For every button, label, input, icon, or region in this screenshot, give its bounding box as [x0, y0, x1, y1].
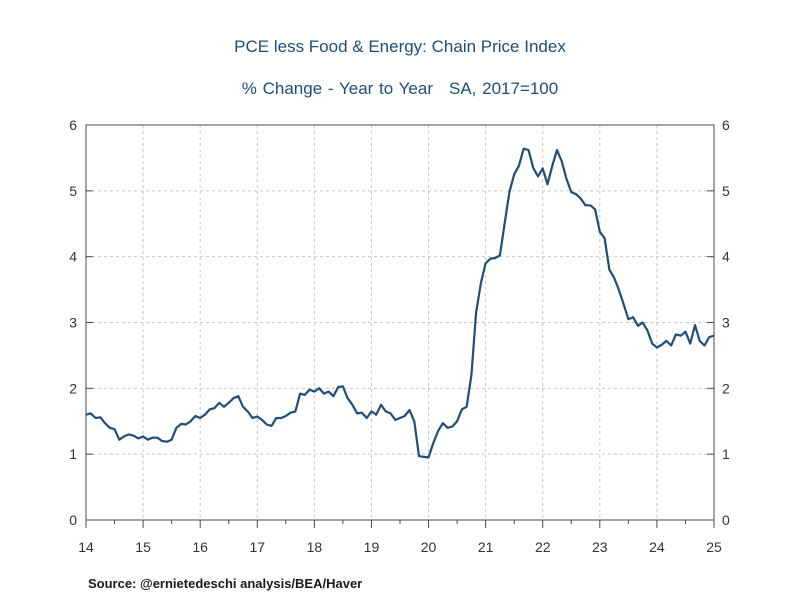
y-tick-label-left: 5	[69, 183, 77, 199]
x-tick-label: 22	[535, 539, 551, 555]
chart-subtitle: % Change - Year to Year SA, 2017=100	[0, 79, 800, 99]
y-tick-label-right: 2	[722, 380, 730, 396]
x-tick-label: 18	[307, 539, 323, 555]
axis-labels: 0 01 12 23 34 45 56 614 15 16 17 18 19 20 21 22 23 24 25	[69, 117, 730, 555]
y-tick-label-right: 1	[722, 446, 730, 462]
x-tick-label: 24	[649, 539, 665, 555]
x-tick-label: 14	[78, 539, 94, 555]
x-tick-label: 17	[249, 539, 265, 555]
x-tick-label: 25	[706, 539, 722, 555]
y-tick-label-right: 5	[722, 183, 730, 199]
x-tick-label: 15	[135, 539, 151, 555]
subtitle-measure: % Change - Year to Year	[241, 79, 433, 98]
y-tick-label-left: 2	[69, 380, 77, 396]
axis-ticks	[85, 124, 715, 528]
x-tick-label: 16	[192, 539, 208, 555]
source-note: Source: @ernietedeschi analysis/BEA/Have…	[88, 576, 363, 591]
y-tick-label-right: 3	[722, 315, 730, 331]
y-tick-label-left: 0	[69, 512, 77, 528]
y-tick-label-left: 6	[69, 117, 77, 133]
gridlines	[86, 125, 714, 520]
y-tick-label-right: 6	[722, 117, 730, 133]
x-tick-label: 20	[421, 539, 437, 555]
x-tick-label: 23	[592, 539, 608, 555]
subtitle-basis: SA, 2017=100	[448, 79, 559, 98]
chart-title: PCE less Food & Energy: Chain Price Inde…	[234, 37, 566, 56]
x-tick-label: 19	[364, 539, 380, 555]
y-tick-label-left: 3	[69, 315, 77, 331]
x-tick-label: 21	[478, 539, 494, 555]
series-line	[85, 147, 715, 459]
y-tick-label-right: 4	[722, 249, 730, 265]
y-tick-label-right: 0	[722, 512, 730, 528]
y-tick-label-left: 1	[69, 446, 77, 462]
y-tick-label-left: 4	[69, 249, 77, 265]
